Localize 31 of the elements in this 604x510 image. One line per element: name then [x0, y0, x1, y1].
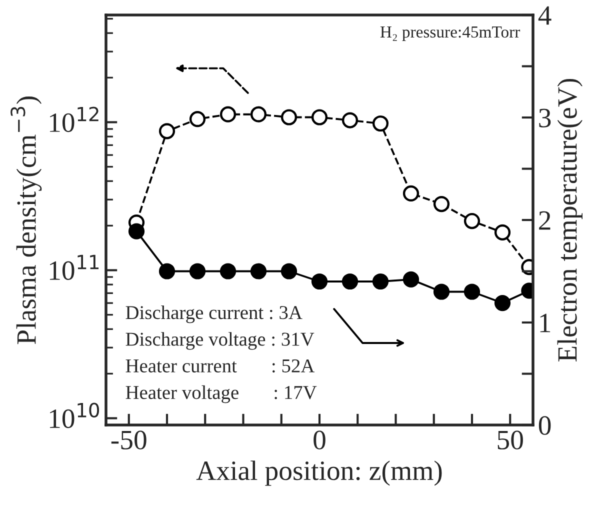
y2-tick-label: 4 [538, 6, 552, 25]
y-tick-label: 10$^{10}$ [50, 402, 100, 428]
y-axis-title: Plasma density(cm$^{−3}$) [10, 96, 42, 344]
point [402, 185, 420, 202]
y2-tick-label: 0 [538, 416, 551, 435]
point [464, 212, 480, 230]
point [372, 115, 389, 132]
x-axis-title: Axial position: z(mm) [196, 460, 442, 486]
annotation: Heater voltage : 17V [126, 385, 317, 404]
y2-tick-label: 3 [539, 108, 551, 128]
y-tick-label: 10$^{12}$ [50, 106, 98, 132]
point [158, 123, 176, 140]
annotation: Discharge current : 3A [126, 305, 302, 324]
y-tick-label: 10$^{11}$ [50, 254, 99, 280]
point [189, 111, 206, 128]
x-tick-label: -50 [111, 430, 146, 450]
point [311, 109, 328, 126]
point [220, 106, 236, 122]
x-tick-label: 0 [314, 430, 326, 450]
annotation: Discharge voltage : 31V [126, 332, 314, 350]
y2-tick-label: 2 [539, 211, 550, 230]
x-tick-label: 50 [498, 430, 523, 450]
y2-axis-title: Electron temperature(eV) [557, 78, 582, 362]
annotation: H₂ pressure:45mTorr [380, 26, 520, 42]
point [280, 109, 298, 126]
annotation: Heater current : 52A [126, 359, 315, 373]
point [250, 106, 267, 122]
point [433, 196, 450, 212]
point [342, 112, 358, 128]
y2-tick-label: 1 [540, 314, 550, 332]
point [494, 224, 511, 240]
